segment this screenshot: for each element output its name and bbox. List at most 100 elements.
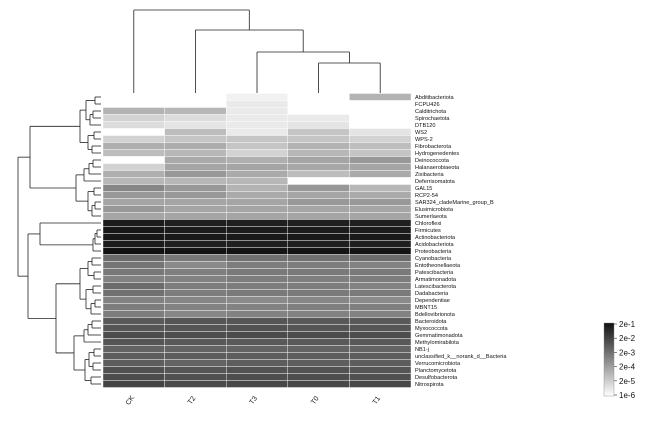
heatmap-cell <box>102 352 165 360</box>
heatmap-cell <box>225 170 288 178</box>
heatmap-cell <box>287 254 350 262</box>
heatmap-cell <box>349 226 412 234</box>
heatmap-cell <box>287 247 350 255</box>
row-label: Armatimonadota <box>415 277 457 283</box>
heatmap-cell <box>164 338 227 346</box>
heatmap-cell <box>225 135 288 143</box>
row-label: Planctomycetota <box>415 368 457 374</box>
row-label: DTB120 <box>415 123 436 129</box>
heatmap-cell <box>349 121 412 129</box>
heatmap-cell <box>225 212 288 220</box>
heatmap-cell <box>164 275 227 283</box>
heatmap-cell <box>164 226 227 234</box>
row-label: Entotheonellaeota <box>415 263 461 269</box>
heatmap-cell <box>225 282 288 290</box>
heatmap-cell <box>164 128 227 136</box>
row-label: Actinobacteriota <box>415 235 456 241</box>
row-label: SAR324_cladeMarine_group_B <box>415 200 494 206</box>
heatmap-cell <box>287 191 350 199</box>
heatmap-cell <box>349 254 412 262</box>
heatmap-cell <box>102 324 165 332</box>
row-label: Latescibacterota <box>415 284 457 290</box>
heatmap-cell <box>225 345 288 353</box>
row-label: Hydrogenedentes <box>415 151 459 157</box>
heatmap-cell <box>225 338 288 346</box>
column-label: T3 <box>249 395 259 406</box>
heatmap-cell <box>164 247 227 255</box>
heatmap-cell <box>225 226 288 234</box>
heatmap-cell <box>349 135 412 143</box>
heatmap-cell <box>225 296 288 304</box>
column-label: T0 <box>310 395 320 406</box>
heatmap-cell <box>287 233 350 241</box>
row-label: Fibrobacterota <box>415 144 452 150</box>
row-label: Patescibacteria <box>415 270 454 276</box>
heatmap-cell <box>225 191 288 199</box>
heatmap-cell <box>164 240 227 248</box>
heatmap-cell <box>225 317 288 325</box>
heatmap-cell <box>164 373 227 381</box>
heatmap-cell <box>287 359 350 367</box>
row-label: Dependentiae <box>415 298 450 304</box>
heatmap-cell <box>164 163 227 171</box>
heatmap-cell <box>287 219 350 227</box>
colorbar-tick-label: 1e-6 <box>619 391 636 400</box>
column-labels: CK T2 T3 T0 T1 <box>125 394 382 406</box>
heatmap-cell <box>287 303 350 311</box>
row-label: Sumerlaeota <box>415 214 448 220</box>
heatmap-cell <box>164 170 227 178</box>
heatmap-cell <box>349 128 412 136</box>
row-label: Gemmatimonadota <box>415 333 463 339</box>
heatmap-cell <box>287 345 350 353</box>
heatmap-cell <box>349 93 412 101</box>
heatmap-cell <box>287 149 350 157</box>
heatmap-cell <box>349 366 412 374</box>
row-label: Elusimicrobiota <box>415 207 454 213</box>
heatmap-cell <box>225 275 288 283</box>
heatmap-cell <box>102 254 165 262</box>
heatmap-cell <box>164 107 227 115</box>
row-label: Cyanobacteria <box>415 256 452 262</box>
heatmap-cell <box>164 233 227 241</box>
heatmap-cell <box>349 373 412 381</box>
heatmap-cell <box>102 261 165 269</box>
heatmap-cell <box>164 114 227 122</box>
heatmap-cell <box>349 142 412 150</box>
heatmap-cell <box>102 268 165 276</box>
row-label: RCP2-54 <box>415 193 438 199</box>
heatmap-cell <box>287 163 350 171</box>
heatmap-cell <box>102 338 165 346</box>
row-label: NB1-j <box>415 347 429 353</box>
row-label: unclassified_k__norank_d__Bacteria <box>415 354 507 360</box>
heatmap-cell <box>225 240 288 248</box>
heatmap-cell <box>102 331 165 339</box>
heatmap-cell <box>287 296 350 304</box>
heatmap-cell <box>102 296 165 304</box>
heatmap-cell <box>349 191 412 199</box>
heatmap-cell <box>102 310 165 318</box>
heatmap-cell <box>225 261 288 269</box>
heatmap-cell <box>349 205 412 213</box>
heatmap-cell <box>225 163 288 171</box>
heatmap-cell <box>225 359 288 367</box>
heatmap-cell <box>349 275 412 283</box>
heatmap-cell <box>102 233 165 241</box>
row-label: Methylomirabilota <box>415 340 460 346</box>
row-labels: AbditibacteriotaFCPU426CalditrichotaSpir… <box>415 95 507 388</box>
row-label: FCPU426 <box>415 102 440 108</box>
heatmap-cell <box>225 93 288 101</box>
heatmap-cell <box>225 289 288 297</box>
heatmap-cell <box>102 198 165 206</box>
heatmap-cell <box>225 149 288 157</box>
heatmap-cell <box>349 156 412 164</box>
heatmap-cell <box>349 114 412 122</box>
heatmap-cell <box>164 254 227 262</box>
heatmap-cell <box>287 331 350 339</box>
row-label: MBNT15 <box>415 305 437 311</box>
heatmap-cell <box>102 128 165 136</box>
row-label: Halanaerobiaeota <box>415 165 460 171</box>
colorbar-tick-label: 2e-5 <box>619 377 636 386</box>
heatmap-cell <box>349 310 412 318</box>
row-label: Bdellovibrionota <box>415 312 456 318</box>
